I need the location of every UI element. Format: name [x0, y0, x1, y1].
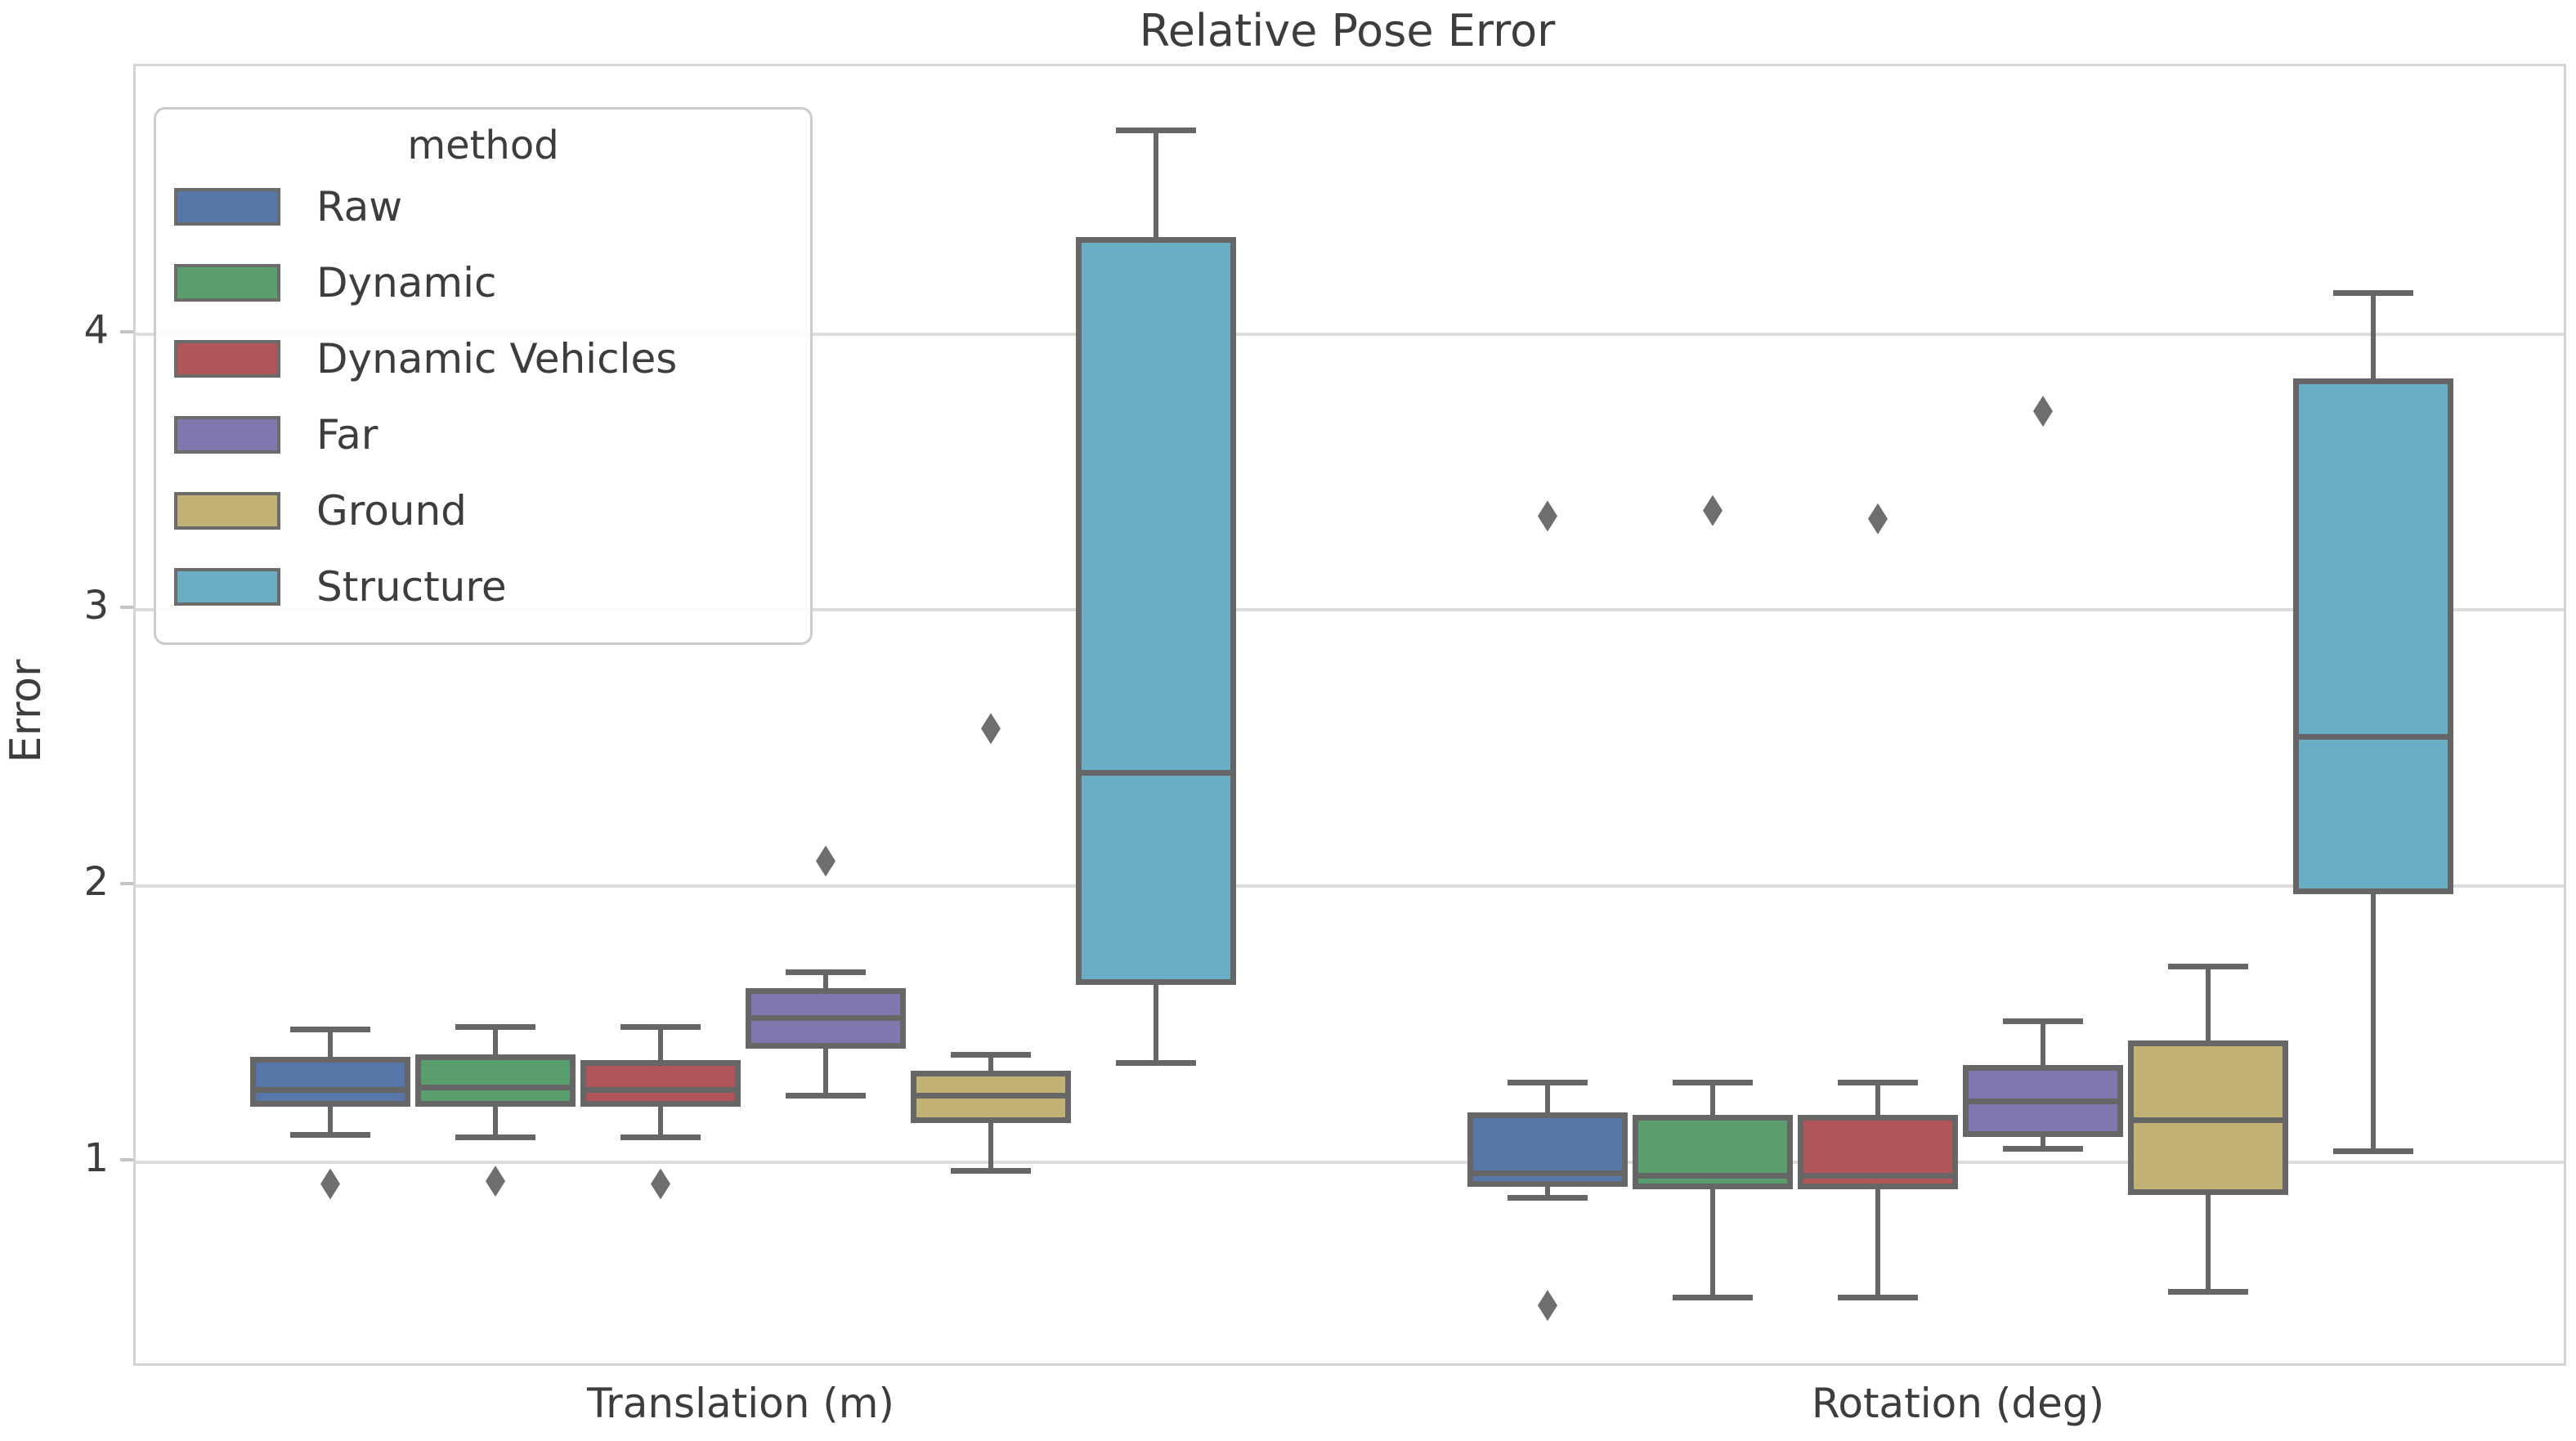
y-tick-label-2: 2 — [83, 858, 109, 905]
legend-entry-dynamic-vehicles: Dynamic Vehicles — [156, 320, 810, 396]
median-far-translation — [751, 1015, 900, 1022]
legend-label-ground: Ground — [316, 486, 467, 535]
x-tick-label-1: Translation (m) — [586, 1380, 895, 1427]
legend-swatch-raw — [174, 187, 280, 226]
box-structure-rotation — [2293, 378, 2453, 894]
whisker-cap-high-structure-rotation — [2333, 289, 2413, 296]
outlier-diamond-dynamic-translation-1 — [486, 1166, 505, 1197]
chart-title: Relative Pose Error — [1139, 5, 1556, 56]
whisker-cap-high-far-rotation — [2003, 1018, 2083, 1025]
legend-label-dynamic-vehicles: Dynamic Vehicles — [316, 334, 678, 383]
median-dynamic-rotation — [1638, 1172, 1787, 1179]
whisker-cap-low-raw-translation — [290, 1131, 370, 1138]
outlier-diamond-ground-translation-1 — [981, 713, 1001, 745]
box-structure-translation — [1076, 237, 1236, 986]
whisker-cap-high-far-translation — [786, 969, 866, 975]
legend-title: method — [407, 123, 559, 168]
legend-label-structure: Structure — [316, 562, 507, 611]
outlier-diamond-dynamic-vehicles-rotation-1 — [1868, 503, 1888, 535]
y-tick-mark-2 — [120, 881, 133, 885]
legend-entries: Raw Dynamic Dynamic Vehicles Far Ground Struc… — [156, 168, 810, 624]
whisker-cap-low-dynamic-rotation — [1673, 1294, 1753, 1300]
legend-entry-structure: Structure — [156, 548, 810, 624]
median-dynamic-vehicles-rotation — [1803, 1172, 1952, 1179]
outlier-diamond-raw-rotation-1 — [1538, 1290, 1557, 1322]
legend-label-dynamic: Dynamic — [316, 258, 497, 307]
whisker-cap-low-raw-rotation — [1508, 1195, 1588, 1202]
median-dynamic-vehicles-translation — [586, 1087, 735, 1094]
whisker-dynamic-rotation — [1710, 1081, 1715, 1297]
legend-swatch-dynamic-vehicles — [174, 339, 280, 378]
median-structure-translation — [1082, 769, 1230, 776]
y-tick-label-4: 4 — [83, 307, 109, 353]
whisker-cap-low-far-rotation — [2003, 1145, 2083, 1152]
y-tick-mark-4 — [120, 329, 133, 333]
whisker-cap-high-dynamic-vehicles-rotation — [1838, 1079, 1918, 1085]
legend-entry-dynamic: Dynamic — [156, 244, 810, 320]
whisker-cap-low-ground-rotation — [2168, 1289, 2248, 1296]
legend-label-far: Far — [316, 410, 379, 459]
whisker-cap-high-dynamic-vehicles-translation — [620, 1024, 701, 1031]
outlier-diamond-dynamic-rotation-1 — [1703, 495, 1723, 526]
legend-swatch-far — [174, 415, 280, 454]
outlier-diamond-raw-translation-1 — [320, 1168, 340, 1200]
gridline-y-2 — [136, 884, 2564, 888]
whisker-cap-low-dynamic-vehicles-rotation — [1838, 1294, 1918, 1300]
whisker-cap-high-raw-rotation — [1508, 1079, 1588, 1085]
box-dynamic-translation — [415, 1054, 576, 1107]
gridline-y-1 — [136, 1160, 2564, 1164]
median-ground-rotation — [2134, 1117, 2283, 1124]
whisker-cap-low-dynamic-vehicles-translation — [620, 1134, 701, 1141]
x-tick-label-2: Rotation (deg) — [1811, 1380, 2105, 1427]
median-raw-rotation — [1473, 1170, 1622, 1176]
median-structure-rotation — [2299, 734, 2448, 740]
legend: method Raw Dynamic Dynamic Vehicles Far Grou… — [154, 107, 813, 645]
whisker-cap-low-structure-rotation — [2333, 1148, 2413, 1154]
legend-label-raw: Raw — [316, 182, 403, 230]
legend-swatch-ground — [174, 491, 280, 530]
median-dynamic-translation — [421, 1084, 570, 1090]
legend-swatch-structure — [174, 567, 280, 606]
y-tick-label-1: 1 — [83, 1134, 109, 1181]
legend-swatch-dynamic — [174, 263, 280, 302]
whisker-cap-high-ground-rotation — [2168, 963, 2248, 969]
whisker-cap-high-dynamic-translation — [455, 1024, 535, 1031]
outlier-diamond-far-rotation-1 — [2033, 396, 2053, 427]
y-tick-label-3: 3 — [83, 583, 109, 629]
whisker-cap-high-raw-translation — [290, 1027, 370, 1033]
whisker-cap-high-ground-translation — [951, 1051, 1031, 1058]
whisker-cap-low-far-translation — [786, 1093, 866, 1099]
whisker-cap-high-dynamic-rotation — [1673, 1079, 1753, 1085]
legend-entry-ground: Ground — [156, 472, 810, 548]
whisker-cap-low-dynamic-translation — [455, 1134, 535, 1141]
legend-entry-far: Far — [156, 396, 810, 472]
outlier-diamond-far-translation-1 — [816, 845, 836, 877]
box-raw-translation — [250, 1057, 410, 1107]
gridline-y-4 — [136, 332, 2564, 336]
outlier-diamond-raw-rotation-2 — [1538, 500, 1557, 532]
y-tick-mark-3 — [120, 606, 133, 610]
whisker-cap-low-structure-translation — [1116, 1059, 1196, 1066]
whisker-cap-high-structure-translation — [1116, 127, 1196, 133]
median-far-rotation — [1969, 1098, 2117, 1104]
gridline-y-3 — [136, 608, 2564, 612]
whisker-dynamic-vehicles-rotation — [1875, 1081, 1880, 1297]
median-raw-translation — [256, 1087, 405, 1094]
legend-entry-raw: Raw — [156, 168, 810, 244]
whisker-cap-low-ground-translation — [951, 1167, 1031, 1174]
plot-area: method Raw Dynamic Dynamic Vehicles Far Grou… — [133, 64, 2566, 1366]
box-dynamic-vehicles-translation — [580, 1059, 741, 1107]
median-ground-translation — [916, 1092, 1065, 1099]
outlier-diamond-dynamic-vehicles-translation-1 — [651, 1168, 670, 1200]
y-tick-mark-1 — [120, 1157, 133, 1161]
